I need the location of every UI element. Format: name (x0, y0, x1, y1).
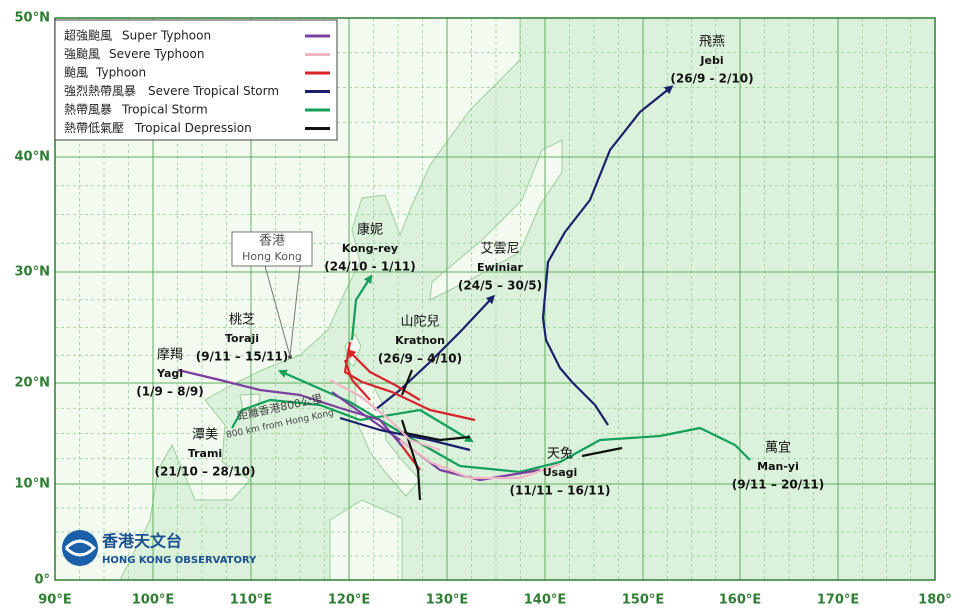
storm-dates: (11/11 – 16/11) (510, 484, 611, 498)
storm-name-en: Man-yi (757, 460, 799, 473)
storm-dates: (24/5 – 30/5) (458, 279, 542, 293)
storm-name-zh: 康妮 (357, 222, 383, 238)
lon-label: 100°E (132, 593, 175, 608)
lat-label: 20°N (15, 376, 50, 391)
legend-box (54, 19, 338, 141)
storm-track (277, 369, 751, 474)
storm-name-en: Toraji (225, 332, 259, 345)
storm-track (343, 359, 371, 401)
storm-track (399, 430, 471, 442)
hong-kong-en: Hong Kong (242, 250, 302, 263)
storm-dates: (26/9 – 4/10) (378, 352, 462, 366)
storm-name-en: Trami (188, 447, 222, 460)
storm-dates: (26/9 - 2/10) (670, 72, 753, 86)
lon-label: 110°E (230, 593, 273, 608)
storm-name-en: Krathon (395, 334, 445, 347)
lon-label: 170°E (817, 593, 860, 608)
legend: 超強颱風 Super Typhoon 強颱風 Severe Typhoon 颱風 Typh… (64, 28, 330, 135)
hong-kong-zh: 香港 (259, 234, 285, 249)
lon-label: 140°E (524, 593, 567, 608)
storm-track (400, 369, 414, 396)
storm-track (399, 439, 561, 480)
legend-zh: 強颱風 (64, 46, 100, 61)
storm-name-en: Jebi (699, 54, 723, 67)
logo-swirl (64, 539, 97, 557)
storm-dates: (1/9 – 8/9) (136, 385, 204, 399)
storm-name-zh: 飛燕 (699, 35, 725, 50)
storm-track (343, 341, 476, 422)
tracks (177, 85, 751, 501)
storm-dates: (9/11 – 20/11) (732, 478, 825, 492)
storm-track (231, 398, 474, 443)
legend-en: Tropical Storm (121, 103, 208, 117)
storm-name-en: Ewiniar (477, 261, 523, 274)
hong-kong-dot (288, 355, 292, 359)
lat-label: 10°N (15, 477, 50, 492)
logo-en: HONG KONG OBSERVATORY (102, 555, 257, 566)
legend-zh: 強烈熱帶風暴 (64, 84, 136, 98)
hong-kong-box (231, 231, 313, 267)
storm-name-zh: 桃芝 (229, 312, 255, 328)
lon-label: 180° (918, 593, 952, 608)
legend-en: Severe Tropical Storm (148, 84, 279, 98)
logo-mark (62, 530, 98, 566)
axis-labels: 90°E 100°E 110°E 120°E 130°E 140°E 150°E 160°E 1… (15, 11, 952, 608)
storm-name-en: Usagi (543, 466, 578, 479)
legend-zh: 熱帶低氣壓 (64, 121, 124, 135)
storm-name-en: Yagi (156, 367, 183, 380)
storm-dates: (21/10 – 28/10) (155, 465, 256, 479)
storm-name-zh: 摩羯 (157, 347, 183, 363)
storm-track (374, 294, 496, 411)
legend-zh: 超強颱風 (64, 28, 112, 43)
lon-label: 160°E (719, 593, 762, 608)
lon-label: 150°E (622, 593, 665, 608)
lat-label: 30°N (15, 265, 50, 280)
storm-name-en: Kong-rey (342, 242, 398, 255)
storm-name-zh: 天兔 (547, 447, 573, 462)
lon-label: 90°E (38, 593, 71, 608)
storm-name-zh: 山陀兒 (400, 314, 439, 330)
land (54, 17, 563, 581)
storm-name-zh: 萬宜 (765, 441, 791, 456)
lat-label: 0° (34, 573, 50, 588)
lat-label: 50°N (15, 11, 50, 26)
storm-dates: (9/11 – 15/11) (196, 350, 289, 364)
legend-en: Super Typhoon (122, 29, 211, 43)
lon-label: 130°E (426, 593, 469, 608)
storm-name-zh: 艾雲尼 (480, 242, 519, 257)
storm-track (350, 274, 373, 341)
legend-en: Tropical Depression (134, 121, 252, 135)
legend-zh: 熱帶風暴 (64, 103, 112, 117)
storm-track (329, 379, 441, 452)
storm-track (581, 446, 623, 458)
lat-label: 40°N (15, 150, 50, 165)
storm-track (346, 348, 421, 401)
logo-zh: 香港天文台 (101, 532, 182, 551)
storm-track (541, 85, 674, 426)
graticule (54, 17, 936, 581)
legend-zh: 颱風 (64, 65, 88, 80)
storm-labels: 飛燕 Jebi (26/9 - 2/10) 康妮 Kong-rey (24/10 - 1/… (136, 35, 824, 498)
map-frame (54, 17, 936, 581)
storm-dates: (24/10 - 1/11) (324, 260, 416, 274)
legend-en: Severe Typhoon (109, 47, 204, 61)
storm-track (177, 368, 403, 447)
storm-name-zh: 潭美 (192, 428, 218, 443)
legend-en: Typhoon (95, 66, 146, 80)
lon-label: 120°E (328, 593, 371, 608)
